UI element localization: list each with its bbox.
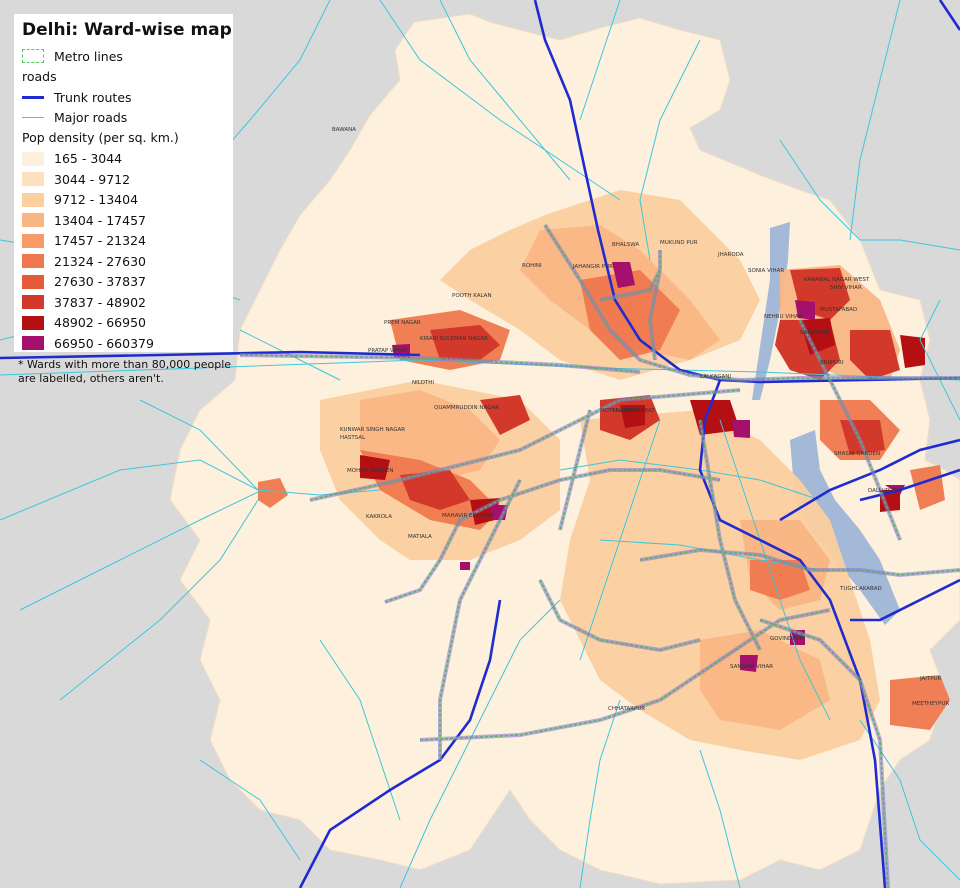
density-class-label: 27630 - 37837 <box>54 274 146 290</box>
ward-label: MOTI NAGAR <box>600 408 636 414</box>
ward-label: BAWANA <box>332 127 356 133</box>
ward-label: NEHRU VIHAR <box>764 314 803 320</box>
ward-label: JHARODA <box>717 252 744 258</box>
ward-label: ROHINI <box>522 263 542 269</box>
density-swatch <box>22 151 44 166</box>
ward-label: BHALSWA <box>612 242 639 248</box>
density-class-label: 21324 - 27630 <box>54 253 146 269</box>
legend-density-class: 66950 - 660379 <box>22 333 225 354</box>
ward-label: LALKAGANJ <box>700 374 731 380</box>
ward-label: MEETHEYPUR <box>912 701 949 707</box>
ward-label: SADATPUR <box>800 330 830 336</box>
legend-major-label: Major roads <box>54 110 128 126</box>
ward-label: TUGHLAKABAD <box>839 586 882 592</box>
ward-label: CHHATARPUR <box>608 706 645 712</box>
ward-label: GOVINDPURI <box>770 636 805 642</box>
legend-note: * Wards with more than 80,000 people are… <box>18 358 232 385</box>
ward-label: PRATAP VIHAR <box>368 348 407 354</box>
density-swatch <box>22 295 44 310</box>
legend-density-header: Pop density (per sq. km.) <box>22 130 179 145</box>
ward-label: SONIA VIHAR <box>748 268 784 274</box>
legend-density-class: 3044 - 9712 <box>22 169 225 190</box>
metro-lines <box>239 224 960 888</box>
legend-density-class: 9712 - 13404 <box>22 190 225 211</box>
ward-label: MATIALA <box>408 534 432 540</box>
density-zones-purple <box>392 262 905 672</box>
ward-label: MUSTAFABAD <box>820 307 857 313</box>
density-class-label: 17457 - 21324 <box>54 233 146 249</box>
legend-trunk: Trunk routes <box>22 87 225 108</box>
density-swatch <box>22 192 44 207</box>
yamuna-river-north <box>752 222 790 400</box>
map-legend: Delhi: Ward-wise map Metro lines roads T… <box>14 14 233 352</box>
legend-major: Major roads <box>22 108 225 129</box>
density-swatch <box>22 315 44 330</box>
ward-label: HASTSAL <box>340 435 366 441</box>
legend-density-class: 17457 - 21324 <box>22 231 225 252</box>
ward-label: KIRARI SULEMAN NAGAR <box>420 336 488 342</box>
legend-density-class: 21324 - 27630 <box>22 251 225 272</box>
legend-density-class: 165 - 3044 <box>22 149 225 170</box>
ward-label: SHIV VIHAR <box>830 285 862 291</box>
density-class-label: 9712 - 13404 <box>54 192 139 208</box>
density-class-label: 3044 - 9712 <box>54 171 131 187</box>
ward-label: SANGAM VIHAR <box>730 664 773 670</box>
ward-label: KARAWAL NAGAR WEST <box>804 277 870 283</box>
ward-label: NILOTHI <box>412 380 434 386</box>
ward-label: ANAND PARBAT <box>612 408 655 414</box>
density-class-label: 66950 - 660379 <box>54 335 154 351</box>
ward-label: POOTH KALAN <box>452 293 492 299</box>
ward-label: BRIJPURI <box>820 360 844 366</box>
yamuna-river-south <box>790 430 900 625</box>
legend-density-class: 48902 - 66950 <box>22 313 225 334</box>
density-class-label: 13404 - 17457 <box>54 212 146 228</box>
map-title: Delhi: Ward-wise map <box>22 20 232 40</box>
density-swatch <box>22 336 44 351</box>
density-swatch <box>22 213 44 228</box>
ward-labels: BAWANA BHALSWA MUKUND PUR JHARODA SONIA … <box>332 127 949 712</box>
density-class-label: 48902 - 66950 <box>54 315 146 331</box>
density-class-label: 37837 - 48902 <box>54 294 146 310</box>
density-class-label: 165 - 3044 <box>54 151 123 167</box>
density-swatch <box>22 254 44 269</box>
ward-label: SHASHI GARDEN <box>834 451 880 457</box>
legend-metro: Metro lines <box>22 46 225 67</box>
legend-metro-label: Metro lines <box>54 48 123 64</box>
density-swatch <box>22 172 44 187</box>
ward-label: PREM NAGAR <box>384 320 421 326</box>
ward-label: MOHAN GARDEN <box>347 468 394 474</box>
ward-label: DALLUPURA <box>868 488 901 494</box>
legend-density-class: 27630 - 37837 <box>22 272 225 293</box>
ward-label: MAHAVIR ENCLAVE <box>442 513 495 519</box>
ward-label: KUNWAR SINGH NAGAR <box>340 427 405 433</box>
ward-label: KAKROLA <box>366 514 392 520</box>
density-swatch <box>22 233 44 248</box>
ward-label: QUAMMRUDDIN NAGAR <box>434 405 499 411</box>
ward-label: JAHANGIR PURI <box>572 264 615 270</box>
trunk-swatch <box>22 95 44 99</box>
metro-swatch <box>22 49 44 64</box>
legend-trunk-label: Trunk routes <box>54 89 132 105</box>
major-road-swatch <box>22 117 44 119</box>
density-swatch <box>22 274 44 289</box>
legend-density-class: 13404 - 17457 <box>22 210 225 231</box>
ward-label: JAITPUR <box>919 676 942 682</box>
legend-density-class: 37837 - 48902 <box>22 292 225 313</box>
density-class-list: 165 - 3044 3044 - 9712 9712 - 13404 13404 -… <box>22 149 225 354</box>
legend-roads-header: roads <box>22 68 57 84</box>
ward-label: MUKUND PUR <box>660 240 698 246</box>
